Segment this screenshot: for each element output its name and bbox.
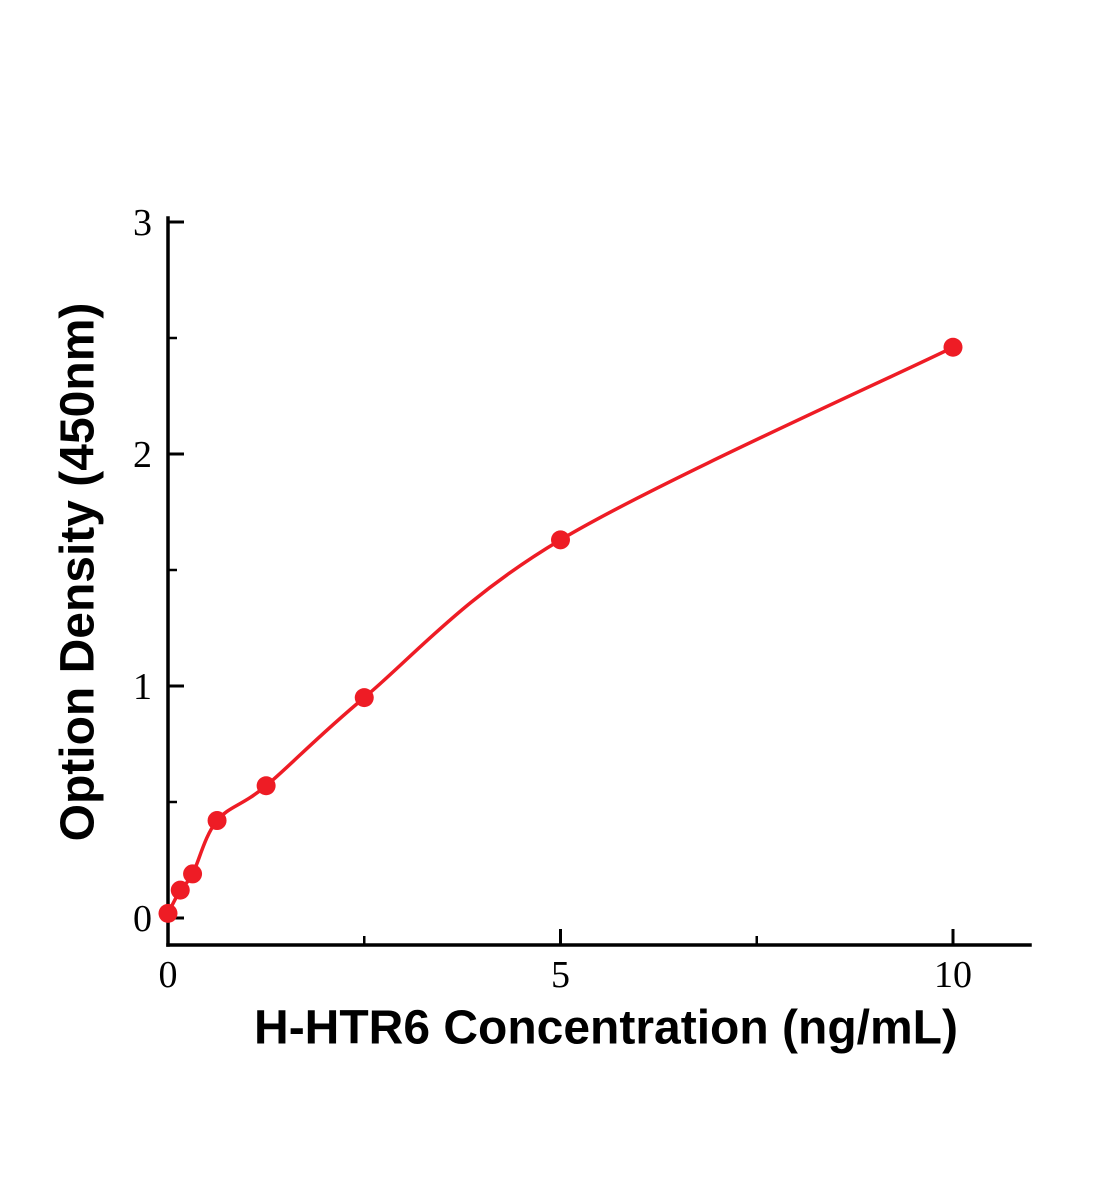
y-tick-label: 3: [133, 202, 152, 244]
data-point: [354, 688, 374, 708]
x-tick-label: 10: [934, 954, 972, 996]
y-tick-label: 1: [133, 666, 152, 708]
y-tick-label: 0: [133, 898, 152, 940]
y-tick-label: 2: [133, 434, 152, 476]
data-point: [183, 864, 203, 884]
data-point: [551, 530, 570, 550]
x-axis-title: H-HTR6 Concentration (ng/mL): [254, 1001, 958, 1055]
data-point: [170, 880, 190, 900]
data-point: [207, 811, 227, 831]
data-point: [158, 903, 178, 923]
fit-curve-line: [166, 345, 955, 916]
data-point: [256, 776, 276, 796]
data-point: [943, 337, 963, 357]
y-axis-title: Option Density (450nm): [51, 302, 105, 842]
x-tick-label: 5: [551, 954, 570, 996]
x-tick-label: 0: [159, 954, 178, 996]
